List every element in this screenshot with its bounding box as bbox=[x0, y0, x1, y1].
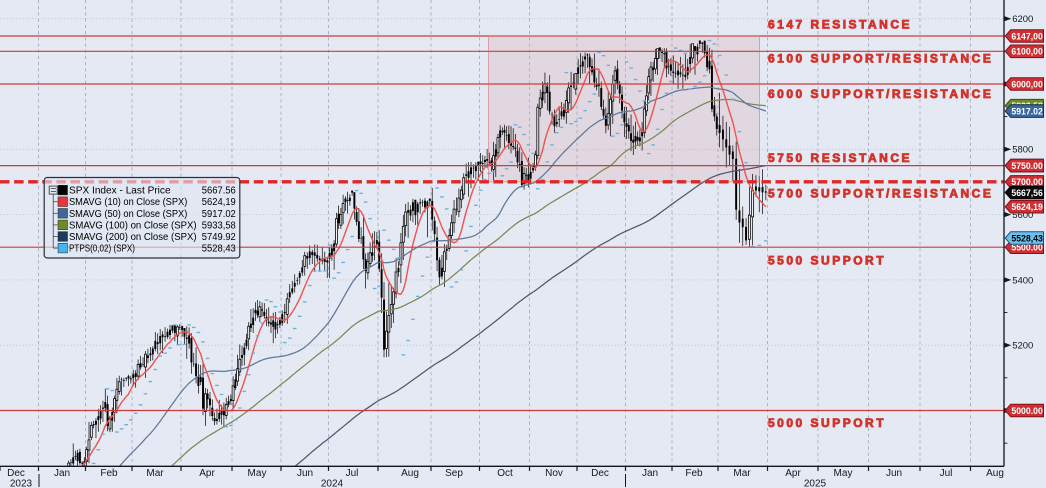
svg-text:May: May bbox=[834, 468, 853, 479]
svg-text:5917.02: 5917.02 bbox=[1011, 106, 1043, 116]
svg-text:5700 SUPPORT/RESISTANCE: 5700 SUPPORT/RESISTANCE bbox=[768, 186, 993, 200]
svg-text:5700,00: 5700,00 bbox=[1011, 177, 1043, 187]
svg-text:2025: 2025 bbox=[804, 479, 827, 488]
svg-text:5624,19: 5624,19 bbox=[202, 197, 236, 208]
svg-text:6147,00: 6147,00 bbox=[1011, 31, 1043, 41]
svg-text:Oct: Oct bbox=[497, 468, 513, 479]
svg-text:2023: 2023 bbox=[10, 479, 33, 488]
svg-text:Sep: Sep bbox=[445, 468, 463, 479]
svg-text:6000 SUPPORT/RESISTANCE: 6000 SUPPORT/RESISTANCE bbox=[768, 87, 993, 101]
svg-text:Jan: Jan bbox=[642, 468, 658, 479]
svg-text:5667.56: 5667.56 bbox=[202, 186, 236, 197]
svg-text:5500 SUPPORT: 5500 SUPPORT bbox=[768, 253, 886, 267]
svg-text:Nov: Nov bbox=[545, 468, 563, 479]
svg-text:5200: 5200 bbox=[1012, 341, 1033, 352]
svg-text:5750.00: 5750.00 bbox=[1011, 161, 1043, 171]
svg-text:SMAVG (200) on Close (SPX): SMAVG (200) on Close (SPX) bbox=[69, 232, 197, 243]
svg-text:Aug: Aug bbox=[986, 468, 1004, 479]
svg-text:Feb: Feb bbox=[100, 468, 118, 479]
svg-text:SMAVG (100) on Close (SPX): SMAVG (100) on Close (SPX) bbox=[69, 220, 197, 231]
svg-text:Jun: Jun bbox=[886, 468, 902, 479]
svg-text:5500.00: 5500.00 bbox=[1011, 243, 1043, 253]
svg-text:5000 SUPPORT: 5000 SUPPORT bbox=[768, 416, 886, 430]
svg-text:5400: 5400 bbox=[1012, 275, 1033, 286]
svg-text:5600: 5600 bbox=[1012, 210, 1033, 221]
svg-text:5528,43: 5528,43 bbox=[1011, 233, 1043, 243]
svg-text:5749.92: 5749.92 bbox=[202, 232, 236, 243]
svg-text:6147 RESISTANCE: 6147 RESISTANCE bbox=[768, 17, 912, 31]
svg-text:5917.02: 5917.02 bbox=[202, 209, 236, 220]
svg-text:Apr: Apr bbox=[785, 468, 801, 479]
svg-text:5000.00: 5000.00 bbox=[1011, 406, 1043, 416]
svg-text:Feb: Feb bbox=[685, 468, 703, 479]
svg-text:5800: 5800 bbox=[1012, 145, 1033, 156]
svg-text:5750 RESISTANCE: 5750 RESISTANCE bbox=[768, 151, 912, 165]
svg-text:SPX Index - Last Price: SPX Index - Last Price bbox=[69, 186, 171, 197]
svg-text:2024: 2024 bbox=[321, 479, 344, 488]
svg-text:6100 SUPPORT/RESISTANCE: 6100 SUPPORT/RESISTANCE bbox=[768, 51, 993, 65]
svg-text:Mar: Mar bbox=[733, 468, 751, 479]
svg-text:Aug: Aug bbox=[401, 468, 419, 479]
svg-text:5667,56: 5667,56 bbox=[1011, 188, 1043, 198]
svg-text:Jun: Jun bbox=[297, 468, 313, 479]
svg-text:May: May bbox=[248, 468, 267, 479]
svg-text:Dec: Dec bbox=[591, 468, 609, 479]
svg-text:Dec: Dec bbox=[7, 468, 25, 479]
svg-text:5933,58: 5933,58 bbox=[202, 220, 236, 231]
svg-text:SMAVG (10) on Close (SPX): SMAVG (10) on Close (SPX) bbox=[69, 197, 187, 208]
svg-text:Jul: Jul bbox=[346, 468, 359, 479]
svg-text:5528,43: 5528,43 bbox=[202, 244, 236, 255]
svg-text:6000,00: 6000,00 bbox=[1011, 79, 1043, 89]
svg-text:Apr: Apr bbox=[199, 468, 215, 479]
svg-text:Mar: Mar bbox=[146, 468, 164, 479]
svg-text:6200: 6200 bbox=[1012, 14, 1033, 25]
svg-text:PTPS(0,02) (SPX): PTPS(0,02) (SPX) bbox=[69, 244, 135, 255]
svg-text:5624,19: 5624,19 bbox=[1011, 202, 1043, 212]
svg-text:6100,00: 6100,00 bbox=[1011, 47, 1043, 57]
svg-text:Jan: Jan bbox=[54, 468, 70, 479]
svg-text:Jul: Jul bbox=[940, 468, 953, 479]
svg-text:SMAVG (50) on Close (SPX): SMAVG (50) on Close (SPX) bbox=[69, 209, 187, 220]
